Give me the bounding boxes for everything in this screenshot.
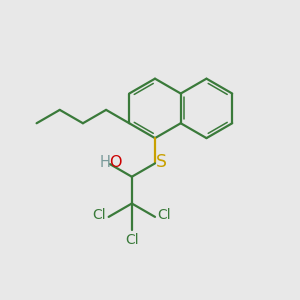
Text: Cl: Cl <box>125 233 139 247</box>
Text: Cl: Cl <box>158 208 171 222</box>
Text: O: O <box>109 155 122 170</box>
Text: H: H <box>99 155 110 170</box>
Text: S: S <box>156 153 167 171</box>
Text: Cl: Cl <box>92 208 106 222</box>
